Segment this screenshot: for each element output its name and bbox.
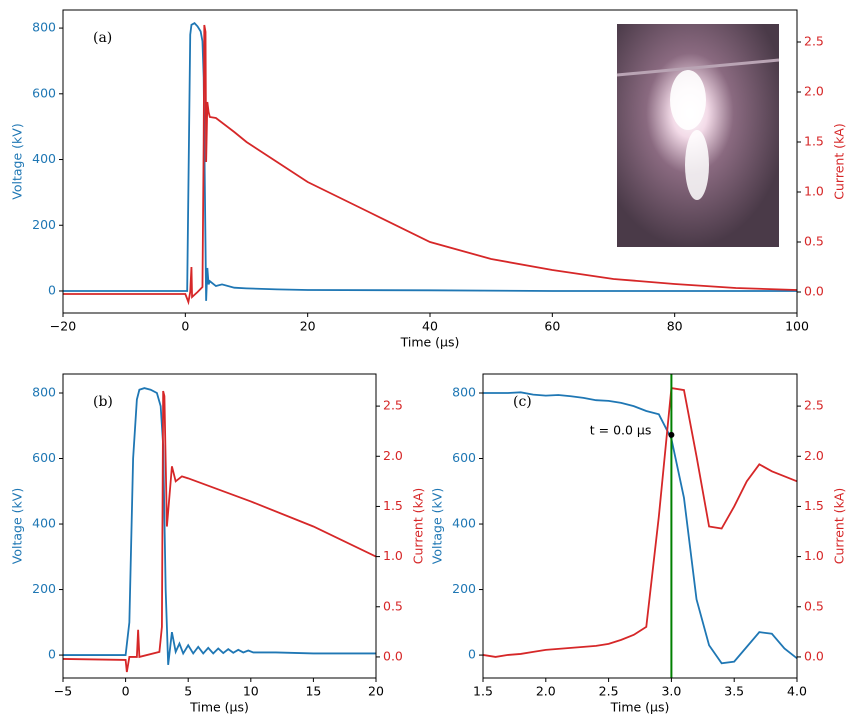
y2-tick-label: 2.5	[804, 34, 824, 49]
y-tick-label: 200	[32, 581, 56, 596]
x-axis-label: Time (μs)	[400, 335, 460, 350]
y-tick-label: 800	[32, 20, 56, 35]
panel-label: (c)	[513, 394, 532, 410]
x-tick-label: 40	[422, 319, 438, 334]
y2-tick-label: 2.0	[804, 84, 824, 99]
y2-axis-label: Current (kA)	[411, 488, 426, 564]
panel-label: (b)	[93, 394, 113, 410]
y-tick-label: 0	[48, 647, 56, 662]
y-tick-label: 600	[32, 85, 56, 100]
series-line	[483, 387, 797, 658]
y-tick-label: 600	[452, 450, 476, 465]
y-tick-label: 800	[32, 385, 56, 400]
x-tick-label: −5	[54, 684, 72, 699]
x-tick-label: 0	[181, 319, 189, 334]
y2-tick-label: 1.0	[383, 548, 403, 563]
x-tick-label: 60	[544, 319, 560, 334]
y2-tick-label: 2.5	[804, 398, 824, 413]
y-tick-label: 200	[452, 581, 476, 596]
y2-tick-label: 1.0	[804, 184, 824, 199]
x-axis-label: Time (μs)	[610, 700, 670, 715]
x-tick-label: 15	[305, 684, 321, 699]
x-axis-label: Time (μs)	[189, 700, 249, 715]
y2-tick-label: 0.5	[804, 598, 824, 613]
y-tick-label: 0	[48, 282, 56, 297]
x-tick-label: 10	[243, 684, 259, 699]
y2-tick-label: 2.5	[383, 398, 403, 413]
plot-frame	[62, 9, 798, 314]
x-tick-label: −20	[50, 319, 76, 334]
series-line	[63, 24, 797, 306]
series-line	[63, 22, 797, 301]
plot-frame	[482, 373, 798, 679]
annotation-text: t = 0.0 μs	[590, 422, 652, 437]
plot-frame	[62, 373, 377, 679]
y2-axis-label: Current (kA)	[832, 123, 847, 199]
y-tick-label: 200	[32, 217, 56, 232]
y-axis-label: Voltage (kV)	[10, 123, 25, 199]
inset-photo	[616, 24, 780, 247]
x-tick-label: 4.0	[787, 684, 807, 699]
annotation-point	[668, 431, 675, 438]
y2-tick-label: 0.5	[804, 234, 824, 249]
y2-tick-label: 1.5	[804, 498, 824, 513]
x-tick-label: 0	[122, 684, 130, 699]
x-tick-label: 20	[368, 684, 384, 699]
y2-tick-label: 0.0	[804, 648, 824, 663]
x-tick-label: 3.5	[724, 684, 744, 699]
series-line	[483, 391, 797, 665]
panel-label: (a)	[93, 30, 112, 46]
x-tick-label: 3.0	[661, 684, 681, 699]
x-tick-label: 100	[785, 319, 809, 334]
y-tick-label: 400	[32, 151, 56, 166]
x-tick-label: 80	[667, 319, 683, 334]
y-tick-label: 400	[32, 516, 56, 531]
x-tick-label: 2.5	[599, 684, 619, 699]
y-tick-label: 400	[452, 516, 476, 531]
y2-tick-label: 2.0	[383, 448, 403, 463]
y-axis-label: Voltage (kV)	[430, 488, 445, 564]
y2-tick-label: 2.0	[804, 448, 824, 463]
series-line	[63, 390, 376, 673]
y2-tick-label: 0.0	[383, 648, 403, 663]
y2-tick-label: 1.5	[383, 498, 403, 513]
y2-tick-label: 0.0	[804, 284, 824, 299]
y2-tick-label: 1.5	[804, 134, 824, 149]
y-axis-label: Voltage (kV)	[10, 488, 25, 564]
x-tick-label: 1.5	[473, 684, 493, 699]
y2-axis-label: Current (kA)	[832, 488, 847, 564]
y-tick-label: 800	[452, 385, 476, 400]
x-tick-label: 20	[300, 319, 316, 334]
y2-tick-label: 1.0	[804, 548, 824, 563]
y-tick-label: 0	[468, 647, 476, 662]
series-line	[63, 387, 376, 666]
x-tick-label: 2.0	[536, 684, 556, 699]
x-tick-label: 5	[184, 684, 192, 699]
y-tick-label: 600	[32, 450, 56, 465]
y2-tick-label: 0.5	[383, 598, 403, 613]
